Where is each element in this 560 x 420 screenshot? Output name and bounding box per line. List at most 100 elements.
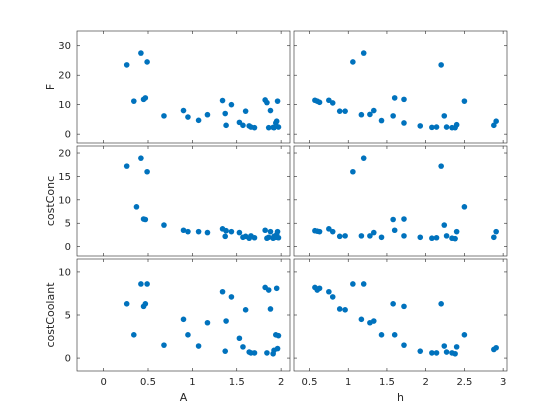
data-point (433, 234, 440, 241)
data-point (195, 228, 202, 235)
y-tick-label-costCoolant: 10 (58, 267, 71, 278)
points-r1-c0 (123, 155, 282, 242)
data-point (219, 97, 226, 104)
x-tick: 1 (189, 377, 195, 388)
data-point (360, 281, 367, 287)
data-point (204, 229, 211, 236)
data-point (242, 108, 249, 114)
data-point (251, 124, 258, 131)
y-axis-label-F: F (44, 84, 57, 90)
data-point (441, 222, 448, 228)
y-tick-label-costConc: 5 (65, 219, 71, 230)
data-point (223, 122, 229, 129)
panel-r2-c1 (293, 258, 508, 372)
data-point (274, 98, 281, 104)
y-tick-label-costCoolant: 5 (65, 311, 71, 322)
x-tick-label-h: 3 (500, 377, 506, 388)
data-point (223, 227, 229, 234)
data-point (273, 285, 280, 292)
data-point (443, 124, 450, 130)
x-tick: 2 (278, 377, 284, 388)
data-point (429, 350, 435, 356)
data-point (242, 307, 249, 313)
data-point (367, 233, 373, 239)
data-point (161, 113, 167, 119)
x-tick-label-h: 1 (345, 377, 351, 388)
x-tick: 2.5 (456, 377, 472, 388)
data-point (264, 350, 270, 356)
data-point (329, 100, 336, 106)
data-point (370, 229, 377, 236)
data-point (138, 50, 144, 56)
y-tick: 20 (58, 71, 71, 82)
panel-frame (76, 145, 291, 257)
x-axis-label-h: h (397, 391, 404, 404)
y-tick-label-costConc: 10 (58, 195, 71, 206)
panel-frame (76, 258, 291, 372)
data-point (391, 95, 398, 101)
data-point (342, 307, 348, 313)
panel-frame (293, 258, 508, 372)
data-point (222, 110, 229, 117)
x-tick: 3 (500, 377, 506, 388)
data-point (417, 348, 424, 354)
data-point (367, 111, 373, 118)
data-point (378, 117, 385, 124)
data-point (358, 233, 365, 239)
data-point (401, 303, 407, 310)
data-point (180, 227, 187, 234)
panel-r1-c0 (76, 145, 291, 257)
data-point (342, 108, 348, 114)
data-point (265, 234, 272, 241)
y-tick: 30 (58, 41, 71, 52)
data-point (433, 124, 440, 130)
data-point (350, 281, 356, 287)
data-point (453, 228, 460, 235)
points-r1-c1 (312, 155, 499, 242)
data-point (180, 107, 187, 114)
data-point (251, 350, 258, 356)
data-point (452, 350, 458, 357)
data-point (429, 124, 435, 131)
data-point (228, 101, 235, 108)
data-point (417, 123, 424, 129)
y-tick: 15 (58, 172, 71, 183)
data-point (429, 235, 435, 242)
data-point (316, 228, 323, 235)
data-point (262, 227, 268, 234)
panel-frame (293, 30, 508, 144)
data-point (265, 124, 272, 131)
data-point (271, 347, 277, 354)
data-point (378, 332, 385, 338)
data-point (264, 99, 270, 106)
data-point (144, 281, 150, 287)
data-point (142, 95, 149, 101)
data-point (360, 155, 367, 161)
data-point (273, 118, 280, 124)
data-point (350, 59, 356, 65)
x-tick: 2 (422, 377, 428, 388)
panel-r0-c0 (76, 30, 291, 144)
data-point (204, 319, 211, 326)
data-point (453, 344, 460, 350)
y-tick-label-F: 20 (58, 71, 71, 82)
data-point (390, 216, 396, 223)
points-r2-c0 (123, 281, 282, 357)
data-point (275, 124, 282, 130)
y-tick: 20 (58, 149, 71, 160)
data-point (144, 59, 150, 65)
data-point (358, 111, 365, 118)
data-point (378, 234, 385, 241)
data-point (161, 342, 167, 348)
x-tick-label-A: 0 (100, 377, 106, 388)
x-tick-label-A: 1 (189, 377, 195, 388)
data-point (123, 62, 130, 68)
y-tick-label-costConc: 0 (65, 242, 71, 253)
data-point (316, 99, 323, 106)
data-point (336, 306, 343, 312)
data-point (360, 50, 367, 56)
data-point (316, 285, 323, 292)
x-tick-label-A: 1.5 (229, 377, 245, 388)
data-point (461, 98, 468, 104)
data-point (251, 234, 258, 241)
